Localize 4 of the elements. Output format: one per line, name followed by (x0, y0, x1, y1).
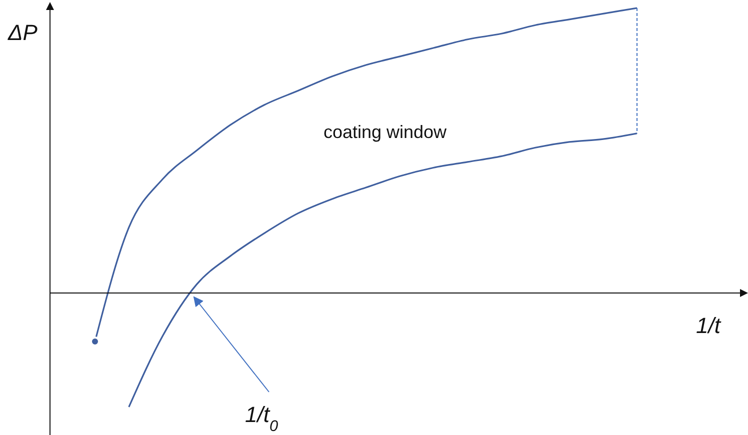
annotation: 1/t$_{0}$ (245, 402, 278, 434)
x-axis-title: 1/t (696, 313, 722, 338)
annotation: coating window (323, 122, 448, 142)
y-axis-title: ΔP (7, 20, 38, 45)
